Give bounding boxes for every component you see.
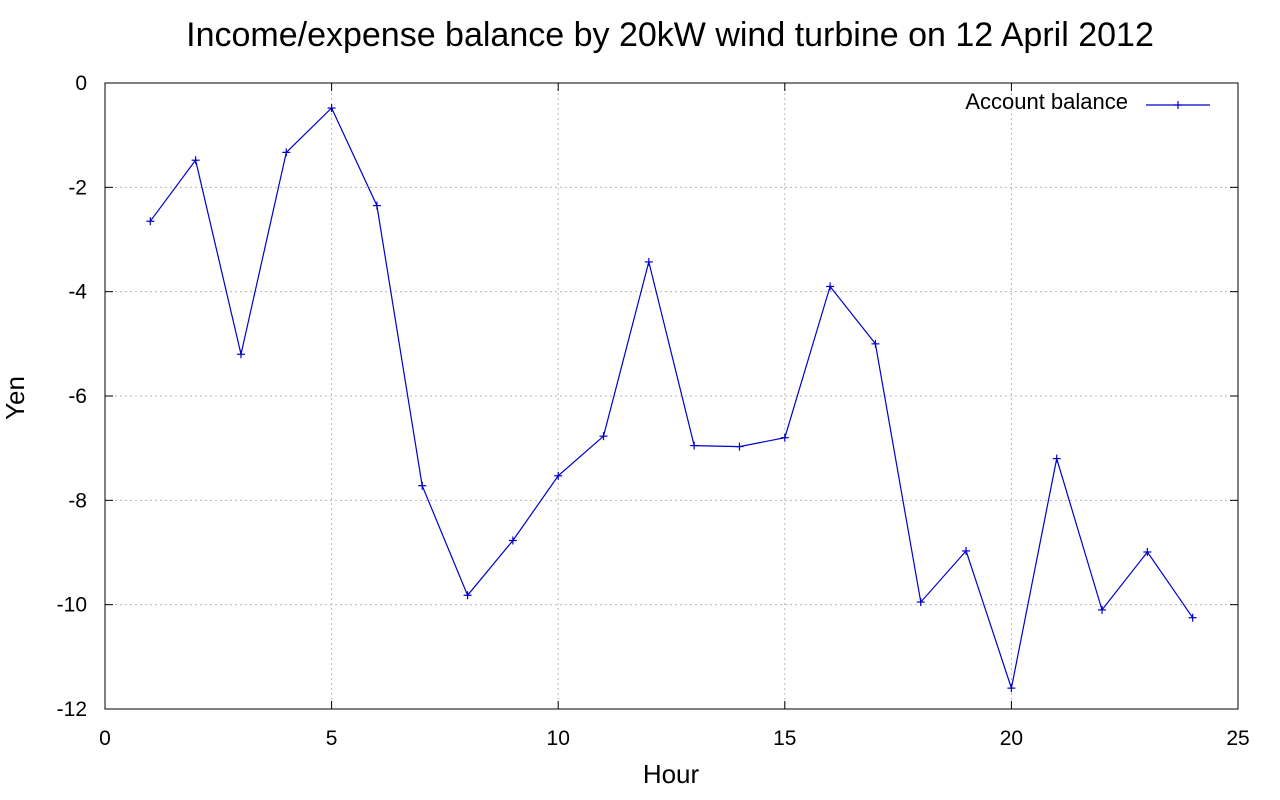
data-point — [1143, 547, 1152, 556]
data-point — [644, 257, 653, 266]
data-point — [826, 282, 835, 291]
legend-series-label: Account balance — [965, 89, 1128, 114]
y-tick-labels: 0 -2 -4 -6 -8 -10 -12 — [57, 72, 88, 721]
data-point — [372, 201, 381, 210]
series-line-account-balance — [149, 106, 1194, 691]
y-tick-label: 0 — [75, 72, 87, 95]
data-point — [554, 471, 563, 480]
y-tick-label: -12 — [57, 698, 87, 721]
x-axis-label: Hour — [643, 759, 700, 789]
data-point — [1188, 613, 1197, 622]
grid-layer — [105, 83, 1238, 709]
y-tick-label: -2 — [68, 176, 87, 199]
x-tick-label: 20 — [1000, 727, 1023, 750]
data-point — [735, 442, 744, 451]
data-point — [191, 156, 200, 165]
data-point — [1052, 454, 1061, 463]
x-tick-label: 25 — [1226, 727, 1249, 750]
tick-layer — [104, 82, 1239, 710]
data-point — [463, 591, 472, 600]
data-point — [282, 148, 291, 157]
x-tick-label: 5 — [326, 727, 338, 750]
data-point — [599, 432, 608, 441]
data-point — [962, 546, 971, 555]
y-tick-label: -10 — [57, 594, 87, 617]
series-layer — [146, 104, 1197, 693]
legend-series-marker — [1174, 101, 1182, 109]
data-point — [690, 441, 699, 450]
data-point — [418, 481, 427, 490]
data-point — [508, 536, 517, 545]
data-point — [871, 339, 880, 348]
legend-point-marker — [1174, 101, 1182, 109]
x-tick-label: 0 — [99, 727, 111, 750]
y-tick-label: -8 — [68, 489, 87, 512]
chart-title: Income/expense balance by 20kW wind turb… — [186, 16, 1154, 54]
x-tick-labels: 0 5 10 15 20 25 — [99, 727, 1250, 750]
legend: Account balance — [965, 89, 1210, 114]
y-tick-label: -6 — [68, 385, 87, 408]
y-tick-label: -4 — [68, 281, 87, 304]
data-point — [916, 598, 925, 607]
data-point — [1098, 605, 1107, 614]
data-point — [780, 433, 789, 442]
data-point — [327, 104, 336, 113]
data-point — [146, 217, 155, 226]
x-tick-label: 10 — [547, 727, 570, 750]
data-point — [1007, 684, 1016, 693]
data-point — [236, 350, 245, 359]
y-axis-label: Yen — [0, 376, 30, 420]
x-tick-label: 15 — [773, 727, 796, 750]
